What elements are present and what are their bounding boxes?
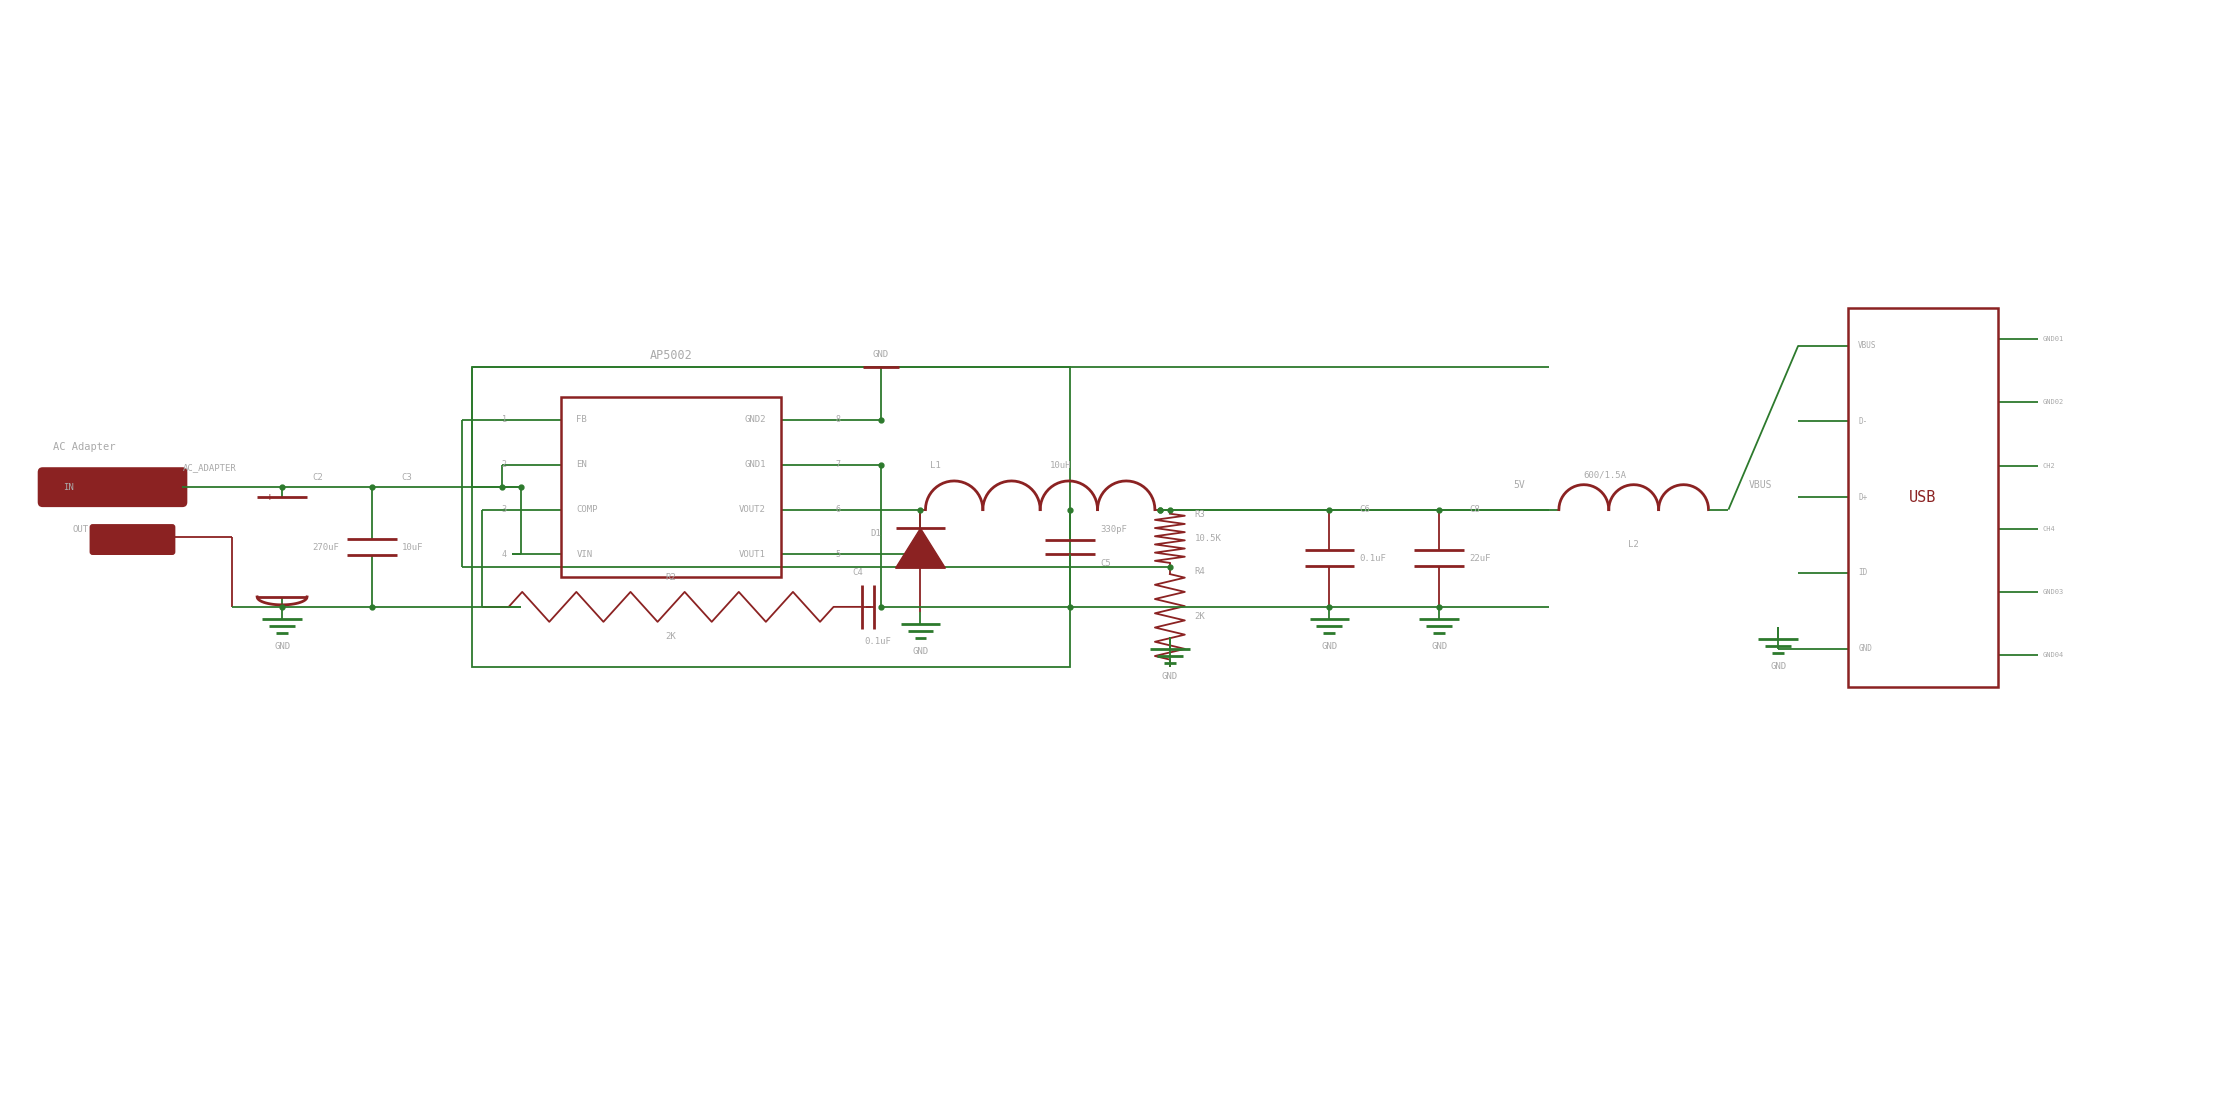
FancyBboxPatch shape xyxy=(38,467,187,507)
Polygon shape xyxy=(896,528,945,568)
Text: 2: 2 xyxy=(502,461,506,469)
Text: VIN: VIN xyxy=(577,550,593,559)
Text: OUT: OUT xyxy=(74,525,89,534)
Text: 1: 1 xyxy=(502,415,506,424)
Text: 5: 5 xyxy=(836,550,840,559)
Text: 600/1.5A: 600/1.5A xyxy=(1585,470,1627,479)
Text: 0.1uF: 0.1uF xyxy=(1360,554,1386,562)
Text: GND1: GND1 xyxy=(744,461,767,469)
Text: CH2: CH2 xyxy=(2042,463,2055,468)
Text: GND04: GND04 xyxy=(2042,652,2064,658)
Text: D1: D1 xyxy=(872,529,880,538)
Text: VOUT2: VOUT2 xyxy=(740,505,767,514)
Text: 2K: 2K xyxy=(1195,612,1206,621)
Text: GND: GND xyxy=(872,351,889,360)
Text: 6: 6 xyxy=(836,505,840,514)
Text: +: + xyxy=(265,493,272,503)
Text: C6: C6 xyxy=(1360,505,1371,514)
Bar xyxy=(562,397,780,577)
Text: EN: EN xyxy=(577,461,586,469)
Text: 0.1uF: 0.1uF xyxy=(865,637,892,645)
Text: GND: GND xyxy=(1770,662,1785,671)
Text: GND01: GND01 xyxy=(2042,337,2064,342)
FancyBboxPatch shape xyxy=(89,524,176,555)
Text: COMP: COMP xyxy=(577,505,597,514)
Text: 22uF: 22uF xyxy=(1469,554,1491,562)
Text: R2: R2 xyxy=(666,573,675,582)
Text: 10uF: 10uF xyxy=(401,542,424,551)
Text: C5: C5 xyxy=(1101,559,1110,569)
Text: GND03: GND03 xyxy=(2042,589,2064,594)
Text: 330pF: 330pF xyxy=(1101,525,1128,534)
Bar xyxy=(1848,308,1997,686)
Text: IN: IN xyxy=(62,483,74,492)
Text: 2K: 2K xyxy=(666,632,675,641)
Text: 10.5K: 10.5K xyxy=(1195,534,1221,542)
Text: 8: 8 xyxy=(836,415,840,424)
Text: GND: GND xyxy=(912,646,929,655)
Text: 270uF: 270uF xyxy=(312,542,339,551)
Text: VBUS: VBUS xyxy=(1859,341,1877,350)
Text: L2: L2 xyxy=(1629,539,1638,549)
Text: 3: 3 xyxy=(502,505,506,514)
Text: GND: GND xyxy=(1161,672,1177,681)
Text: ID: ID xyxy=(1859,569,1868,578)
Text: VBUS: VBUS xyxy=(1748,479,1772,489)
Text: C4: C4 xyxy=(854,568,863,577)
Text: R3: R3 xyxy=(1195,509,1206,518)
Text: GND: GND xyxy=(274,642,290,651)
Text: FB: FB xyxy=(577,415,586,424)
Text: D+: D+ xyxy=(1859,493,1868,501)
Text: D-: D- xyxy=(1859,417,1868,426)
Text: AC Adapter: AC Adapter xyxy=(53,443,116,453)
Text: 4: 4 xyxy=(502,550,506,559)
Text: C2: C2 xyxy=(312,473,323,483)
Text: AC_ADAPTER: AC_ADAPTER xyxy=(183,463,236,473)
Text: CH4: CH4 xyxy=(2042,526,2055,531)
Text: VOUT1: VOUT1 xyxy=(740,550,767,559)
Text: GND: GND xyxy=(1431,642,1447,651)
Text: GND: GND xyxy=(1322,642,1337,651)
Text: 10uH: 10uH xyxy=(1050,461,1070,469)
Text: 5V: 5V xyxy=(1513,479,1525,489)
Bar xyxy=(473,368,1070,666)
Text: C8: C8 xyxy=(1469,505,1480,514)
Text: L1: L1 xyxy=(929,461,941,469)
Text: R4: R4 xyxy=(1195,567,1206,576)
Text: GND: GND xyxy=(1859,644,1872,653)
Text: AP5002: AP5002 xyxy=(649,350,693,362)
Text: GND02: GND02 xyxy=(2042,400,2064,405)
Text: GND2: GND2 xyxy=(744,415,767,424)
Text: C3: C3 xyxy=(401,473,412,483)
Text: USB: USB xyxy=(1910,489,1937,505)
Text: 7: 7 xyxy=(836,461,840,469)
